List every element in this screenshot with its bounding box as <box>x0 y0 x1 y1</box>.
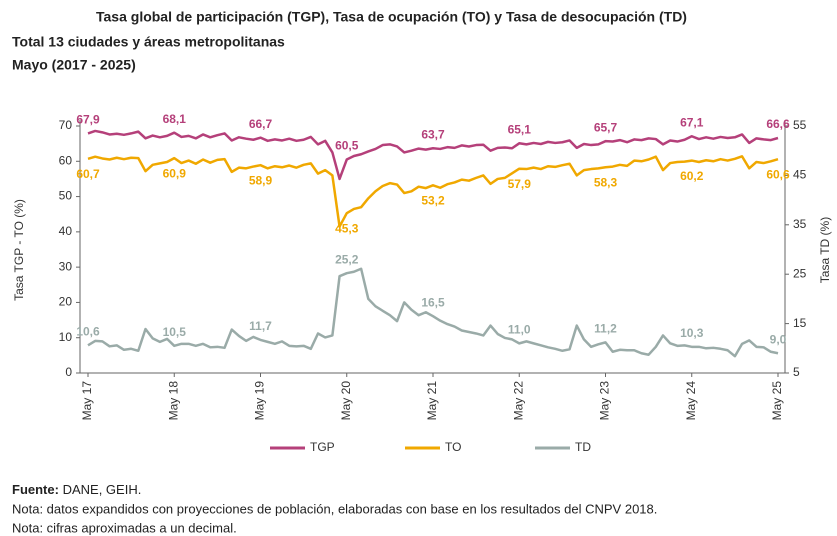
y-tick-label: 40 <box>59 224 73 238</box>
note: Nota: cifras aproximadas a un decimal. <box>12 520 237 535</box>
data-label: 66,7 <box>249 117 273 131</box>
data-label: 9,0 <box>770 332 787 346</box>
legend-label: TD <box>575 440 591 454</box>
x-tick-label: May 24 <box>684 381 698 421</box>
legend-label: TGP <box>310 440 335 454</box>
x-tick-label: May 20 <box>339 381 353 421</box>
x-tick-label: May 23 <box>598 381 612 421</box>
data-label: 60,2 <box>680 169 704 183</box>
data-label: 58,9 <box>249 173 273 187</box>
data-label: 45,3 <box>335 221 359 235</box>
data-label: 65,7 <box>594 120 618 134</box>
y-tick-label: 0 <box>65 365 72 379</box>
y2-axis-label: Tasa TD (%) <box>818 217 832 283</box>
data-label: 11,2 <box>594 322 617 336</box>
data-label: 60,7 <box>76 167 100 181</box>
y2-tick-label: 5 <box>793 365 800 379</box>
data-label: 60,6 <box>766 167 790 181</box>
line-series <box>87 155 779 228</box>
x-tick-label: May 22 <box>511 381 525 421</box>
data-label: 65,1 <box>508 122 532 136</box>
data-label: 67,9 <box>76 113 100 127</box>
note: Nota: datos expandidos con proyecciones … <box>12 501 657 516</box>
data-label: 57,9 <box>508 177 532 191</box>
x-tick-label: May 19 <box>253 381 267 421</box>
data-label: 66,6 <box>766 117 790 131</box>
data-label: 16,5 <box>421 295 445 309</box>
y-tick-label: 30 <box>59 259 73 273</box>
legend-label: TO <box>445 440 461 454</box>
x-tick-label: May 25 <box>770 381 784 421</box>
y2-tick-label: 55 <box>793 118 807 132</box>
y2-tick-label: 45 <box>793 168 807 182</box>
y2-tick-label: 25 <box>793 266 807 280</box>
chart-subtitle: Total 13 ciudades y áreas metropolitanas <box>12 34 285 50</box>
data-label: 10,5 <box>163 325 187 339</box>
data-label: 58,3 <box>594 175 618 189</box>
data-label: 11,0 <box>508 323 531 337</box>
source: DANE, GEIH. <box>63 482 142 497</box>
y-tick-label: 20 <box>59 295 73 309</box>
data-label: 10,3 <box>680 326 704 340</box>
y-tick-label: 10 <box>59 330 73 344</box>
y-tick-label: 50 <box>59 189 73 203</box>
source-label: Fuente: <box>12 482 59 497</box>
chart-title: Tasa global de participación (TGP), Tasa… <box>96 9 687 25</box>
data-label: 53,2 <box>421 193 445 207</box>
y2-tick-label: 15 <box>793 316 807 330</box>
x-tick-label: May 21 <box>425 381 439 421</box>
line-series <box>87 267 779 358</box>
chart-subtitle: Mayo (2017 - 2025) <box>12 57 136 73</box>
y-tick-label: 70 <box>59 118 73 132</box>
data-label: 60,9 <box>163 166 187 180</box>
y-axis-label: Tasa TGP - TO (%) <box>12 199 26 301</box>
source-line: Fuente: DANE, GEIH. <box>12 482 141 497</box>
x-tick-label: May 17 <box>80 381 94 421</box>
data-label: 10,6 <box>76 325 100 339</box>
data-label: 68,1 <box>163 112 187 126</box>
data-label: 63,7 <box>421 127 445 141</box>
data-label: 67,1 <box>680 115 704 129</box>
y-tick-label: 60 <box>59 153 73 167</box>
line-series <box>87 129 779 181</box>
x-tick-label: May 18 <box>166 381 180 421</box>
data-label: 11,7 <box>249 319 272 333</box>
data-label: 25,2 <box>335 252 359 266</box>
data-label: 60,5 <box>335 139 359 153</box>
y2-tick-label: 35 <box>793 217 807 231</box>
